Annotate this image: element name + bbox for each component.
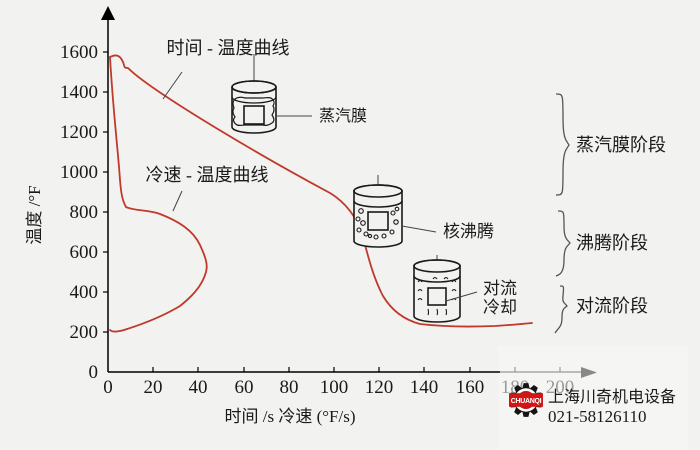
svg-text:400: 400 — [70, 282, 99, 303]
svg-text:时间 /s 冷速 (°F/s): 时间 /s 冷速 (°F/s) — [224, 407, 355, 426]
svg-text:40: 40 — [189, 377, 208, 398]
svg-text:温度 /°F: 温度 /°F — [25, 185, 44, 244]
svg-text:120: 120 — [365, 377, 394, 398]
svg-text:60: 60 — [235, 377, 254, 398]
svg-text:冷却: 冷却 — [483, 298, 517, 317]
svg-text:800: 800 — [70, 202, 99, 223]
svg-text:1200: 1200 — [60, 122, 98, 143]
svg-text:对流: 对流 — [483, 279, 517, 298]
svg-text:对流阶段: 对流阶段 — [576, 296, 648, 316]
svg-text:CHUANQI: CHUANQI — [511, 398, 542, 405]
svg-text:上海川奇机电设备: 上海川奇机电设备 — [548, 388, 676, 406]
svg-text:时间 - 温度曲线: 时间 - 温度曲线 — [167, 38, 290, 58]
svg-text:160: 160 — [456, 377, 485, 398]
svg-text:0: 0 — [103, 377, 113, 398]
svg-text:1400: 1400 — [60, 82, 98, 103]
svg-text:冷速 - 温度曲线: 冷速 - 温度曲线 — [146, 165, 269, 185]
svg-text:200: 200 — [70, 322, 99, 343]
svg-text:核沸腾: 核沸腾 — [443, 222, 494, 241]
svg-text:021-58126110: 021-58126110 — [548, 407, 647, 426]
svg-text:80: 80 — [280, 377, 299, 398]
svg-text:蒸汽膜: 蒸汽膜 — [319, 107, 367, 125]
svg-text:0: 0 — [89, 362, 99, 383]
svg-text:600: 600 — [70, 242, 99, 263]
svg-text:沸腾阶段: 沸腾阶段 — [576, 233, 648, 253]
svg-text:1600: 1600 — [60, 42, 98, 63]
svg-text:140: 140 — [410, 377, 439, 398]
svg-text:蒸汽膜阶段: 蒸汽膜阶段 — [576, 135, 666, 155]
svg-text:100: 100 — [320, 377, 349, 398]
svg-text:1000: 1000 — [60, 162, 98, 183]
svg-text:20: 20 — [144, 377, 163, 398]
